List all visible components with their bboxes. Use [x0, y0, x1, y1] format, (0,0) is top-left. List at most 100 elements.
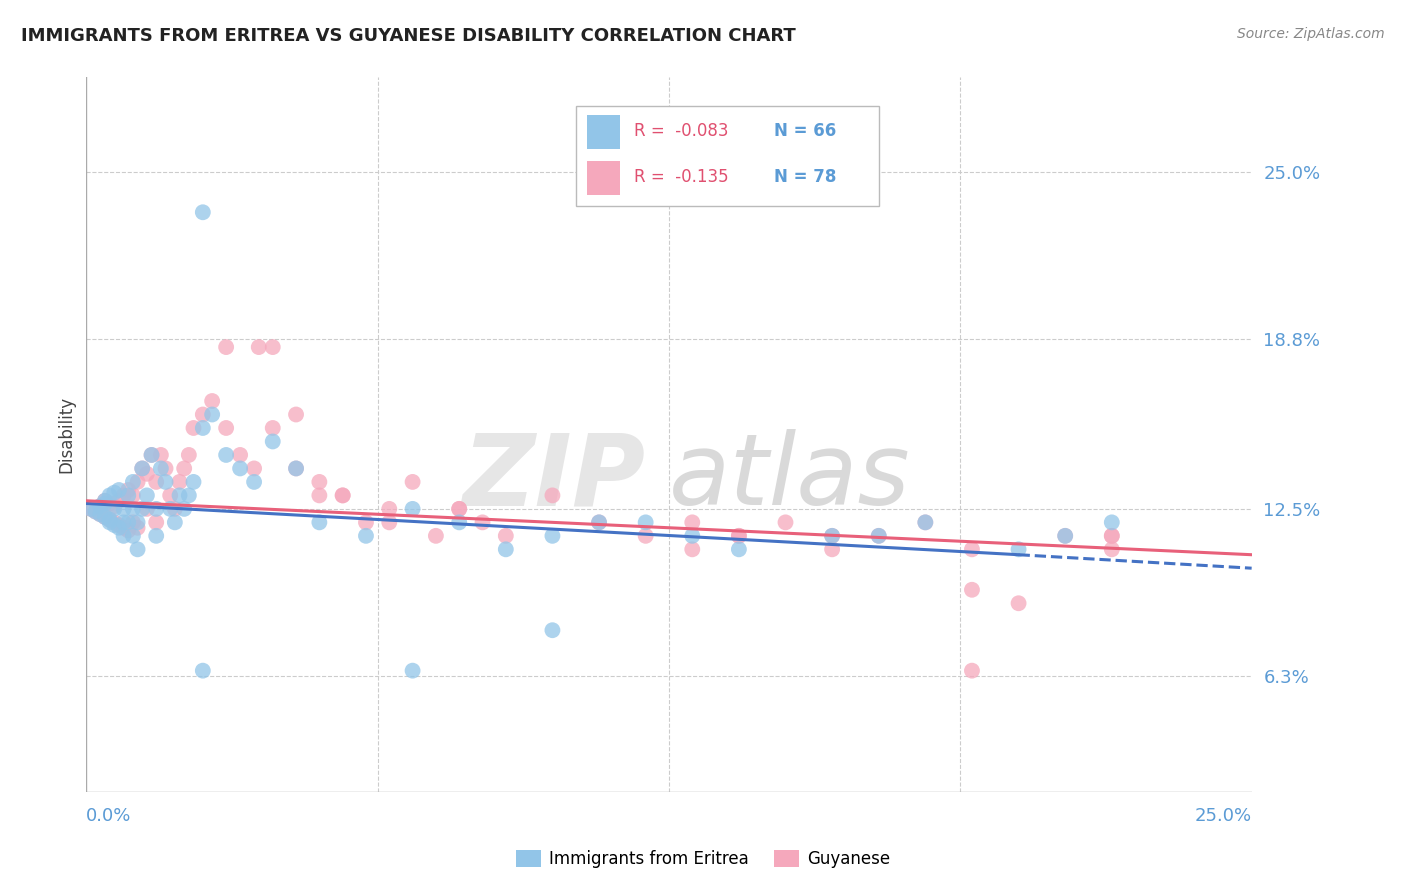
- Point: [103, 501, 125, 516]
- Point: [94, 493, 117, 508]
- Point: [728, 529, 751, 543]
- Point: [1101, 542, 1123, 557]
- Point: [541, 488, 564, 502]
- Point: [103, 499, 125, 513]
- Point: [868, 529, 890, 543]
- Point: [84, 505, 107, 519]
- Point: [201, 394, 224, 409]
- Point: [449, 501, 471, 516]
- Point: [821, 542, 844, 557]
- FancyBboxPatch shape: [575, 106, 879, 206]
- Point: [141, 448, 163, 462]
- Point: [229, 448, 252, 462]
- Point: [89, 508, 111, 522]
- Point: [155, 461, 177, 475]
- Point: [127, 516, 149, 530]
- Point: [94, 510, 117, 524]
- Text: atlas: atlas: [669, 429, 911, 526]
- Point: [378, 516, 401, 530]
- Point: [588, 516, 610, 530]
- Point: [191, 421, 214, 435]
- Point: [1101, 516, 1123, 530]
- Point: [332, 488, 354, 502]
- Point: [1101, 529, 1123, 543]
- Point: [177, 448, 200, 462]
- Point: [103, 516, 125, 530]
- Point: [149, 448, 172, 462]
- Point: [201, 408, 224, 422]
- Point: [112, 488, 135, 502]
- Point: [495, 542, 517, 557]
- Text: ZIP: ZIP: [463, 429, 645, 526]
- Point: [262, 434, 284, 449]
- Point: [914, 516, 936, 530]
- Point: [108, 518, 131, 533]
- Point: [94, 493, 117, 508]
- Point: [98, 496, 121, 510]
- Point: [243, 461, 266, 475]
- Point: [112, 501, 135, 516]
- Point: [108, 521, 131, 535]
- Point: [262, 340, 284, 354]
- Point: [247, 340, 270, 354]
- Point: [149, 461, 172, 475]
- Point: [112, 529, 135, 543]
- FancyBboxPatch shape: [588, 161, 620, 195]
- Text: N = 66: N = 66: [773, 122, 837, 140]
- FancyBboxPatch shape: [588, 114, 620, 149]
- Point: [163, 516, 186, 530]
- Point: [159, 488, 181, 502]
- Point: [131, 461, 153, 475]
- Point: [215, 340, 238, 354]
- Point: [122, 529, 145, 543]
- Point: [177, 488, 200, 502]
- Point: [191, 205, 214, 219]
- Point: [98, 513, 121, 527]
- Point: [183, 475, 205, 489]
- Point: [127, 542, 149, 557]
- Point: [98, 488, 121, 502]
- Point: [229, 461, 252, 475]
- Point: [122, 488, 145, 502]
- Point: [112, 521, 135, 535]
- Point: [378, 501, 401, 516]
- Point: [94, 496, 117, 510]
- Point: [354, 529, 377, 543]
- Point: [541, 624, 564, 638]
- Point: [103, 518, 125, 533]
- Point: [145, 475, 167, 489]
- Point: [681, 542, 703, 557]
- Point: [401, 475, 423, 489]
- Point: [262, 421, 284, 435]
- Point: [308, 516, 330, 530]
- Point: [1054, 529, 1077, 543]
- Point: [401, 501, 423, 516]
- Point: [821, 529, 844, 543]
- Point: [634, 529, 657, 543]
- Point: [285, 461, 308, 475]
- Point: [141, 448, 163, 462]
- Point: [173, 461, 195, 475]
- Point: [112, 516, 135, 530]
- Point: [122, 475, 145, 489]
- Point: [728, 529, 751, 543]
- Point: [1101, 529, 1123, 543]
- Point: [117, 516, 139, 530]
- Point: [84, 505, 107, 519]
- Text: IMMIGRANTS FROM ERITREA VS GUYANESE DISABILITY CORRELATION CHART: IMMIGRANTS FROM ERITREA VS GUYANESE DISA…: [21, 27, 796, 45]
- Text: R =  -0.083: R = -0.083: [634, 122, 728, 140]
- Point: [191, 408, 214, 422]
- Point: [775, 516, 797, 530]
- Point: [159, 501, 181, 516]
- Point: [169, 488, 191, 502]
- Point: [960, 542, 983, 557]
- Point: [914, 516, 936, 530]
- Point: [117, 488, 139, 502]
- Point: [1007, 542, 1029, 557]
- Point: [163, 501, 186, 516]
- Point: [117, 524, 139, 538]
- Point: [98, 513, 121, 527]
- Point: [127, 475, 149, 489]
- Point: [588, 516, 610, 530]
- Point: [117, 483, 139, 497]
